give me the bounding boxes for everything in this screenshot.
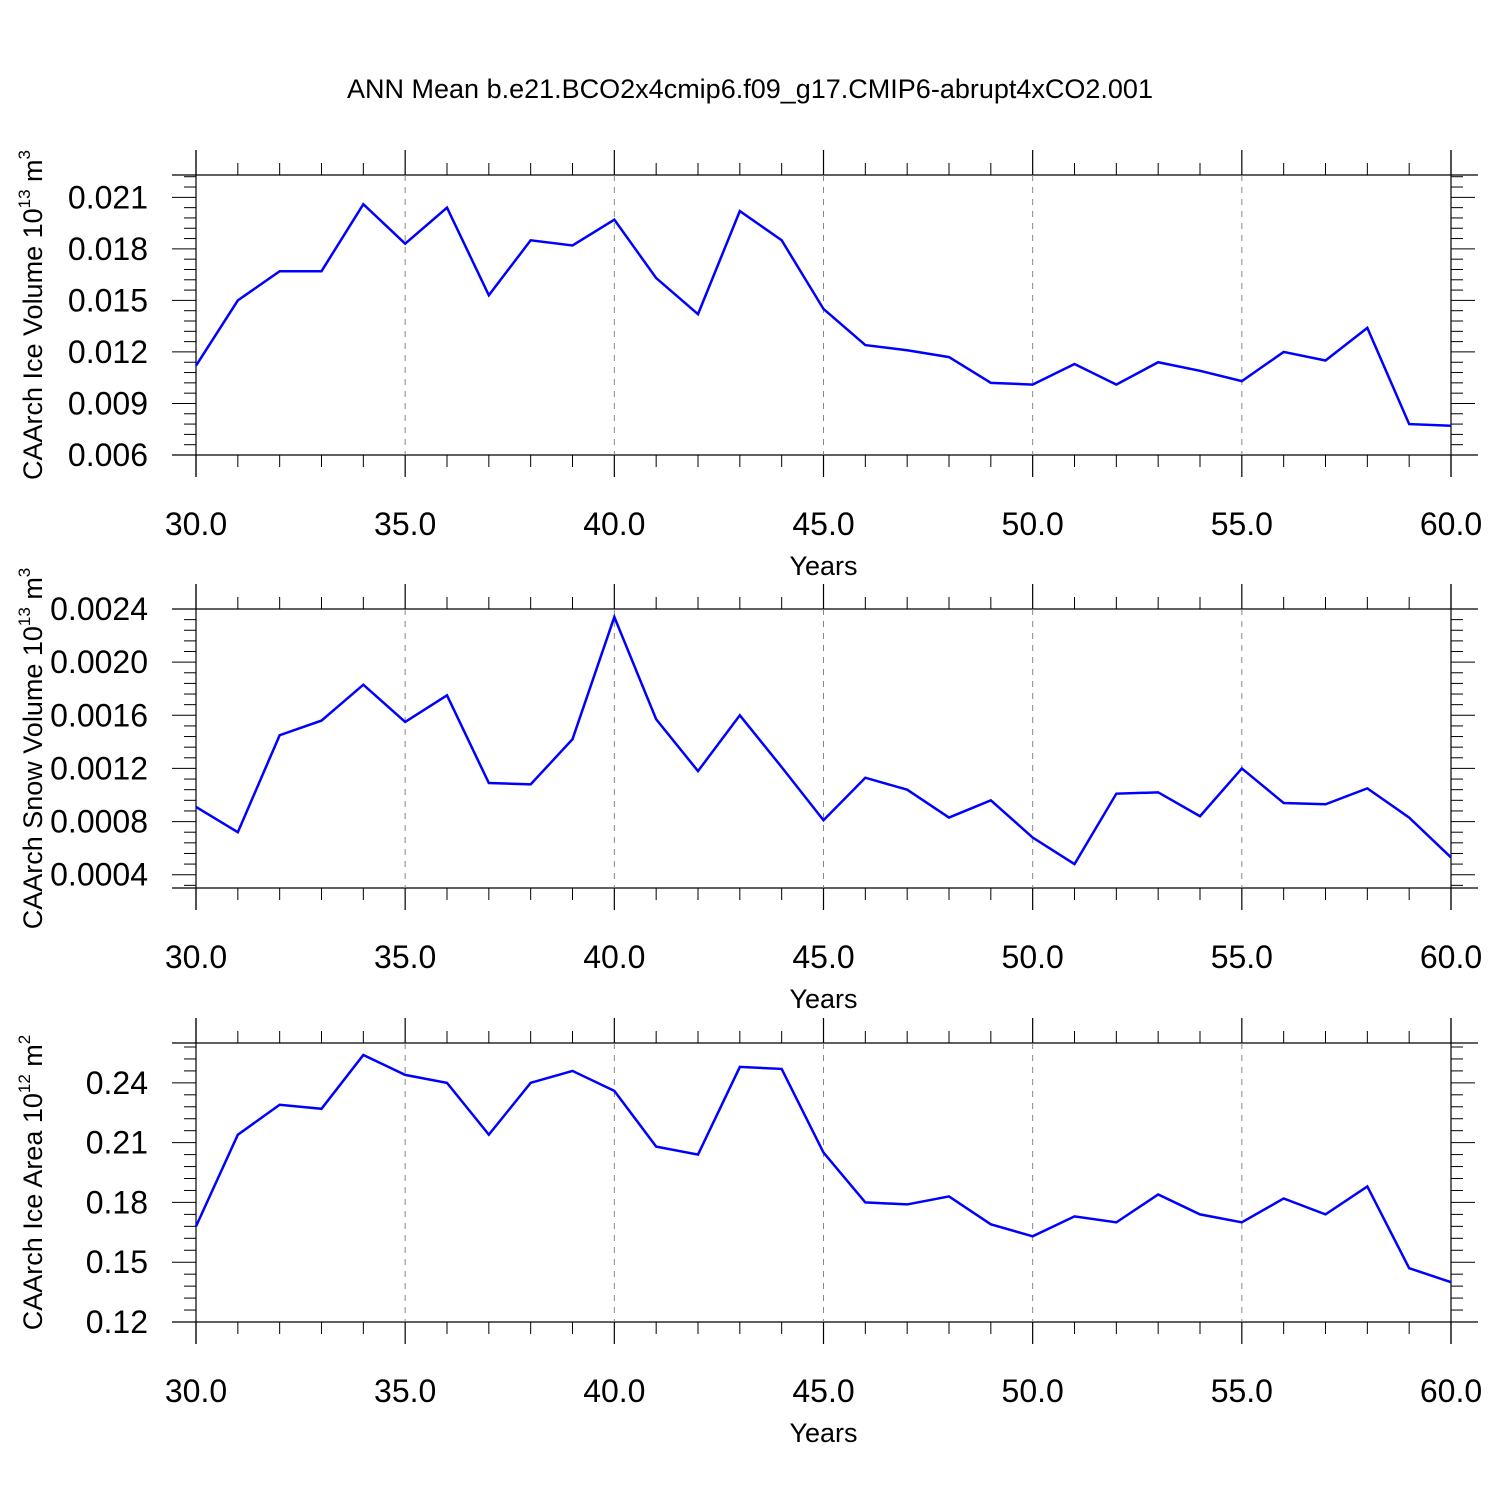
x-tick-label: 40.0 [583, 1373, 645, 1409]
x-tick-label: 35.0 [374, 506, 436, 542]
x-tick-label: 55.0 [1211, 1373, 1273, 1409]
x-tick-label: 40.0 [583, 506, 645, 542]
y-tick-label: 0.12 [86, 1304, 148, 1340]
x-tick-label: 35.0 [374, 939, 436, 975]
x-tick-label: 45.0 [792, 1373, 854, 1409]
figure-title: ANN Mean b.e21.BCO2x4cmip6.f09_g17.CMIP6… [347, 74, 1153, 104]
x-tick-label: 45.0 [792, 506, 854, 542]
y-tick-label: 0.0016 [50, 697, 148, 733]
x-tick-label: 50.0 [1002, 506, 1064, 542]
chart-panel-2: 30.0 35.0 40.0 45.0 50.0 55.0 60.0 Years 0.0004 0… [15, 568, 1482, 1014]
y-tick-label: 0.012 [68, 334, 148, 370]
y-tick-label: 0.006 [68, 437, 148, 473]
y-tick-label: 0.021 [68, 179, 148, 215]
y-tick-label: 0.0020 [50, 644, 148, 680]
y-tick-label: 0.018 [68, 231, 148, 267]
x-tick-label: 60.0 [1420, 939, 1482, 975]
y-tick-label: 0.24 [86, 1065, 148, 1101]
chart-panel-1: 30.0 35.0 40.0 45.0 50.0 55.0 60.0 Years 0.006 0.… [15, 150, 1482, 581]
y-tick-label: 0.015 [68, 282, 148, 318]
y-axis-title: CAArch Ice Volume 1013 m3 [15, 150, 48, 480]
x-axis-title: Years [789, 1418, 857, 1448]
x-tick-label: 45.0 [792, 939, 854, 975]
y-axis-title: CAArch Snow Volume 1013 m3 [15, 568, 48, 930]
x-tick-label: 55.0 [1211, 939, 1273, 975]
y-tick-label: 0.0012 [50, 750, 148, 786]
y-tick-label: 0.0004 [50, 857, 148, 893]
y-tick-label: 0.21 [86, 1125, 148, 1161]
chart-panel-3: 30.0 35.0 40.0 45.0 50.0 55.0 60.0 Years 0.12 0.1… [15, 1018, 1482, 1448]
x-tick-label: 60.0 [1420, 506, 1482, 542]
x-tick-label: 50.0 [1002, 1373, 1064, 1409]
y-axis-title: CAArch Ice Area 1012 m2 [15, 1035, 48, 1331]
x-axis-title: Years [789, 551, 857, 581]
x-tick-label: 30.0 [165, 939, 227, 975]
x-tick-label: 55.0 [1211, 506, 1273, 542]
y-tick-label: 0.0008 [50, 804, 148, 840]
y-tick-label: 0.15 [86, 1244, 148, 1280]
x-tick-label: 40.0 [583, 939, 645, 975]
y-tick-label: 0.009 [68, 385, 148, 421]
x-tick-label: 30.0 [165, 506, 227, 542]
y-tick-label: 0.0024 [50, 591, 148, 627]
y-tick-label: 0.18 [86, 1184, 148, 1220]
x-tick-label: 35.0 [374, 1373, 436, 1409]
x-axis-title: Years [789, 984, 857, 1014]
x-tick-label: 30.0 [165, 1373, 227, 1409]
x-tick-label: 50.0 [1002, 939, 1064, 975]
x-tick-label: 60.0 [1420, 1373, 1482, 1409]
